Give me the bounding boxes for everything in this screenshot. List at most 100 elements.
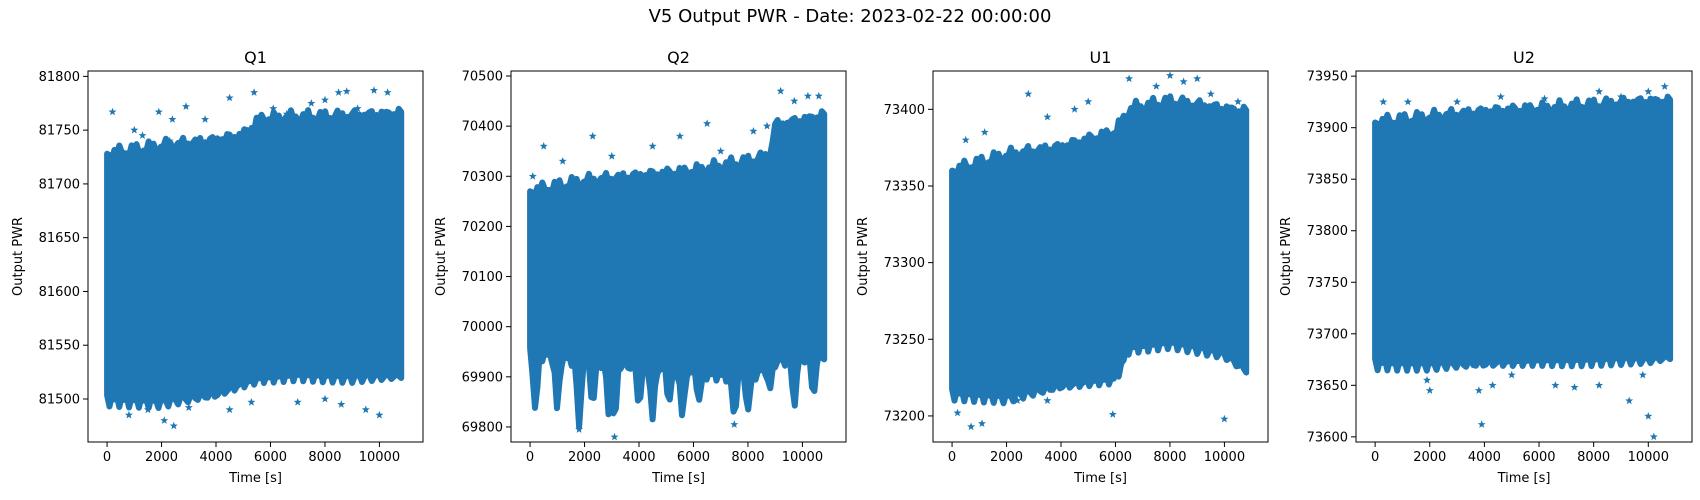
data-point xyxy=(342,87,351,95)
data-point xyxy=(1570,383,1579,391)
data-point xyxy=(1488,381,1497,389)
x-tick: 6000 xyxy=(677,442,710,465)
data-point xyxy=(967,422,976,431)
y-tick: 81750 xyxy=(39,124,88,139)
y-tick-label: 73700 xyxy=(1307,327,1348,342)
data-point xyxy=(138,131,147,139)
data-point xyxy=(1453,97,1462,106)
data-point xyxy=(169,421,178,430)
x-tick-label: 4000 xyxy=(1468,450,1501,465)
data-point xyxy=(307,99,316,107)
y-tick-label: 73200 xyxy=(884,409,925,424)
data-point xyxy=(1496,92,1505,101)
x-tick: 6000 xyxy=(254,442,287,465)
y-tick: 73300 xyxy=(884,256,933,271)
data-point xyxy=(575,425,584,433)
x-tick-label: 2000 xyxy=(145,450,178,465)
axes-frame xyxy=(1355,70,1693,443)
data-point xyxy=(1595,381,1604,389)
y-tick-label: 73600 xyxy=(1307,430,1348,445)
data-point xyxy=(1638,370,1647,379)
y-tick-label: 70100 xyxy=(462,270,503,285)
data-point xyxy=(375,410,384,419)
x-tick-label: 2000 xyxy=(1413,450,1446,465)
y-tick: 81500 xyxy=(39,392,88,407)
y-tick: 70000 xyxy=(462,320,511,335)
y-tick: 81800 xyxy=(39,70,88,85)
y-tick-label: 81550 xyxy=(39,339,80,354)
data-point xyxy=(1423,376,1431,384)
data-point xyxy=(165,136,174,145)
y-tick: 73900 xyxy=(1307,121,1356,136)
data-point xyxy=(1234,97,1242,106)
x-tick-label: 0 xyxy=(1371,450,1379,465)
y-tick-label: 81700 xyxy=(39,177,80,192)
x-tick: 0 xyxy=(103,442,111,465)
data-point xyxy=(108,107,117,116)
data-point xyxy=(978,419,986,427)
x-tick: 0 xyxy=(948,442,956,465)
x-tick-label: 10000 xyxy=(1204,450,1245,465)
data-point xyxy=(225,93,234,102)
x-tick: 0 xyxy=(1371,442,1379,465)
data-point xyxy=(1084,97,1093,106)
subplot-title: Q1 xyxy=(244,48,267,67)
y-tick-label: 81500 xyxy=(39,392,80,407)
x-tick-label: 8000 xyxy=(1577,450,1610,465)
data-point xyxy=(1152,82,1161,90)
data-point xyxy=(124,410,133,419)
y-axis-label: Output PWR xyxy=(11,217,26,296)
data-point xyxy=(1474,386,1483,394)
x-tick-label: 2000 xyxy=(568,450,601,465)
subplot-u2: 0 2000 4000 6000 8000 10000 73600 73650 73700 737… xyxy=(1279,48,1693,486)
x-axis-label: Time [s] xyxy=(1497,471,1551,486)
y-tick: 73750 xyxy=(1307,276,1356,291)
y-tick: 73350 xyxy=(884,179,933,194)
y-tick-label: 81650 xyxy=(39,231,80,246)
x-tick: 4000 xyxy=(1044,442,1078,465)
data-point xyxy=(980,128,989,136)
y-tick-label: 73950 xyxy=(1307,70,1348,85)
x-tick: 2000 xyxy=(145,442,178,465)
y-tick: 73950 xyxy=(1307,70,1356,85)
data-point xyxy=(528,172,537,180)
data-point xyxy=(1660,82,1669,90)
data-point xyxy=(953,408,962,417)
x-axis-label: Time [s] xyxy=(228,471,282,486)
data-point xyxy=(1220,414,1229,423)
data-point xyxy=(588,132,597,140)
subplot-q2: 0 2000 4000 6000 8000 10000 69800 69900 70000 701… xyxy=(434,48,847,486)
x-tick: 4000 xyxy=(1468,442,1501,465)
y-tick: 81700 xyxy=(39,177,88,192)
data-point xyxy=(160,416,169,424)
y-tick-label: 73400 xyxy=(884,103,925,118)
y-tick: 73600 xyxy=(1307,430,1356,445)
x-tick: 6000 xyxy=(1522,442,1556,465)
data-band xyxy=(104,105,405,411)
y-tick-label: 70200 xyxy=(462,220,503,235)
data-point xyxy=(1166,71,1174,79)
data-point xyxy=(961,135,970,144)
x-tick-label: 10000 xyxy=(782,450,823,465)
data-point xyxy=(1070,105,1079,113)
y-axis-label: Output PWR xyxy=(434,217,449,296)
data-point xyxy=(1649,432,1658,441)
data-band xyxy=(1372,93,1674,374)
y-tick-label: 81600 xyxy=(39,285,80,300)
x-tick: 8000 xyxy=(308,442,341,465)
data-point xyxy=(361,405,370,414)
data-point xyxy=(1644,412,1653,420)
y-tick: 81550 xyxy=(39,339,88,354)
data-point xyxy=(703,119,712,127)
data-band xyxy=(949,93,1250,407)
data-point xyxy=(803,91,812,100)
data-point xyxy=(675,132,684,140)
x-tick: 10000 xyxy=(1628,442,1669,465)
axes-frame xyxy=(87,70,424,443)
y-tick-label: 81750 xyxy=(39,124,80,139)
y-tick: 73700 xyxy=(1307,327,1356,342)
data-point xyxy=(168,115,177,123)
data-point xyxy=(353,104,362,112)
y-tick-label: 81800 xyxy=(39,70,80,85)
